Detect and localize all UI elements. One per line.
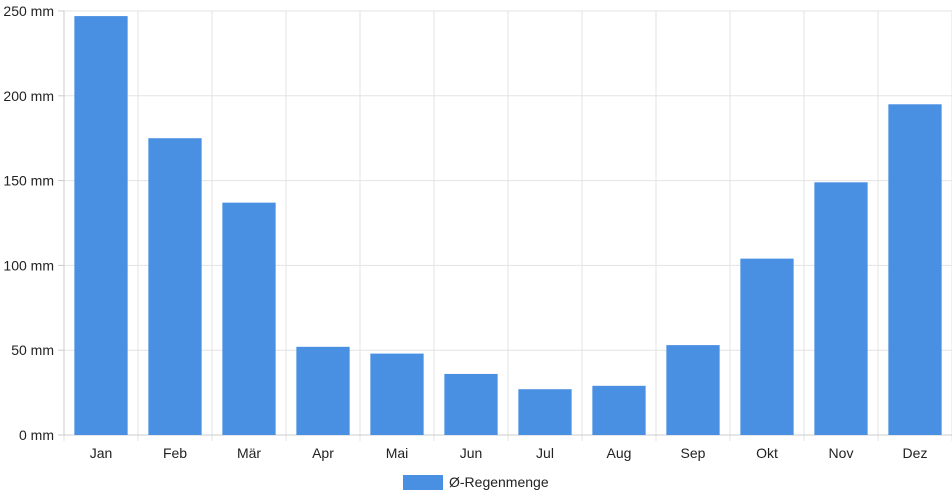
y-tick-label: 100 mm: [3, 257, 54, 273]
bar-mär[interactable]: [222, 202, 276, 435]
y-axis-tick-labels: 0 mm 50 mm 100 mm 150 mm 200 mm 250 mm: [3, 3, 54, 443]
x-tick-label: Jul: [536, 445, 554, 461]
bar-nov[interactable]: [814, 182, 868, 435]
x-tick-label: Jan: [90, 445, 113, 461]
x-tick-label: Okt: [756, 445, 778, 461]
x-axis-tick-labels: Jan Feb Mär Apr Mai Jun Jul Aug Sep Okt Nov Dez: [90, 445, 928, 461]
legend-swatch: [403, 475, 443, 490]
bar-okt[interactable]: [740, 258, 794, 435]
chart-grid: [63, 10, 952, 441]
x-tick-label: Apr: [312, 445, 334, 461]
chart-legend[interactable]: Ø-Regenmenge: [403, 474, 549, 490]
bar-sep[interactable]: [666, 345, 720, 435]
x-tick-label: Nov: [829, 445, 854, 461]
x-tick-label: Aug: [607, 445, 632, 461]
bar-series: [74, 16, 942, 435]
y-tick-label: 250 mm: [3, 3, 54, 19]
bar-jan[interactable]: [74, 16, 128, 435]
x-tick-label: Sep: [681, 445, 706, 461]
x-tick-label: Feb: [163, 445, 187, 461]
x-tick-label: Jun: [460, 445, 483, 461]
x-tick-label: Mai: [386, 445, 409, 461]
bar-dez[interactable]: [888, 104, 942, 435]
legend-label: Ø-Regenmenge: [449, 474, 549, 490]
bar-feb[interactable]: [148, 138, 202, 435]
bar-apr[interactable]: [296, 346, 350, 435]
bar-jul[interactable]: [518, 389, 572, 435]
x-tick-label: Dez: [903, 445, 928, 461]
y-tick-label: 200 mm: [3, 88, 54, 104]
chart-axes: [58, 10, 952, 436]
bar-mai[interactable]: [370, 353, 424, 435]
y-tick-label: 0 mm: [19, 427, 54, 443]
y-tick-label: 150 mm: [3, 173, 54, 189]
bar-jun[interactable]: [444, 373, 498, 435]
bar-aug[interactable]: [592, 385, 646, 435]
x-tick-label: Mär: [237, 445, 261, 461]
y-tick-label: 50 mm: [11, 342, 54, 358]
